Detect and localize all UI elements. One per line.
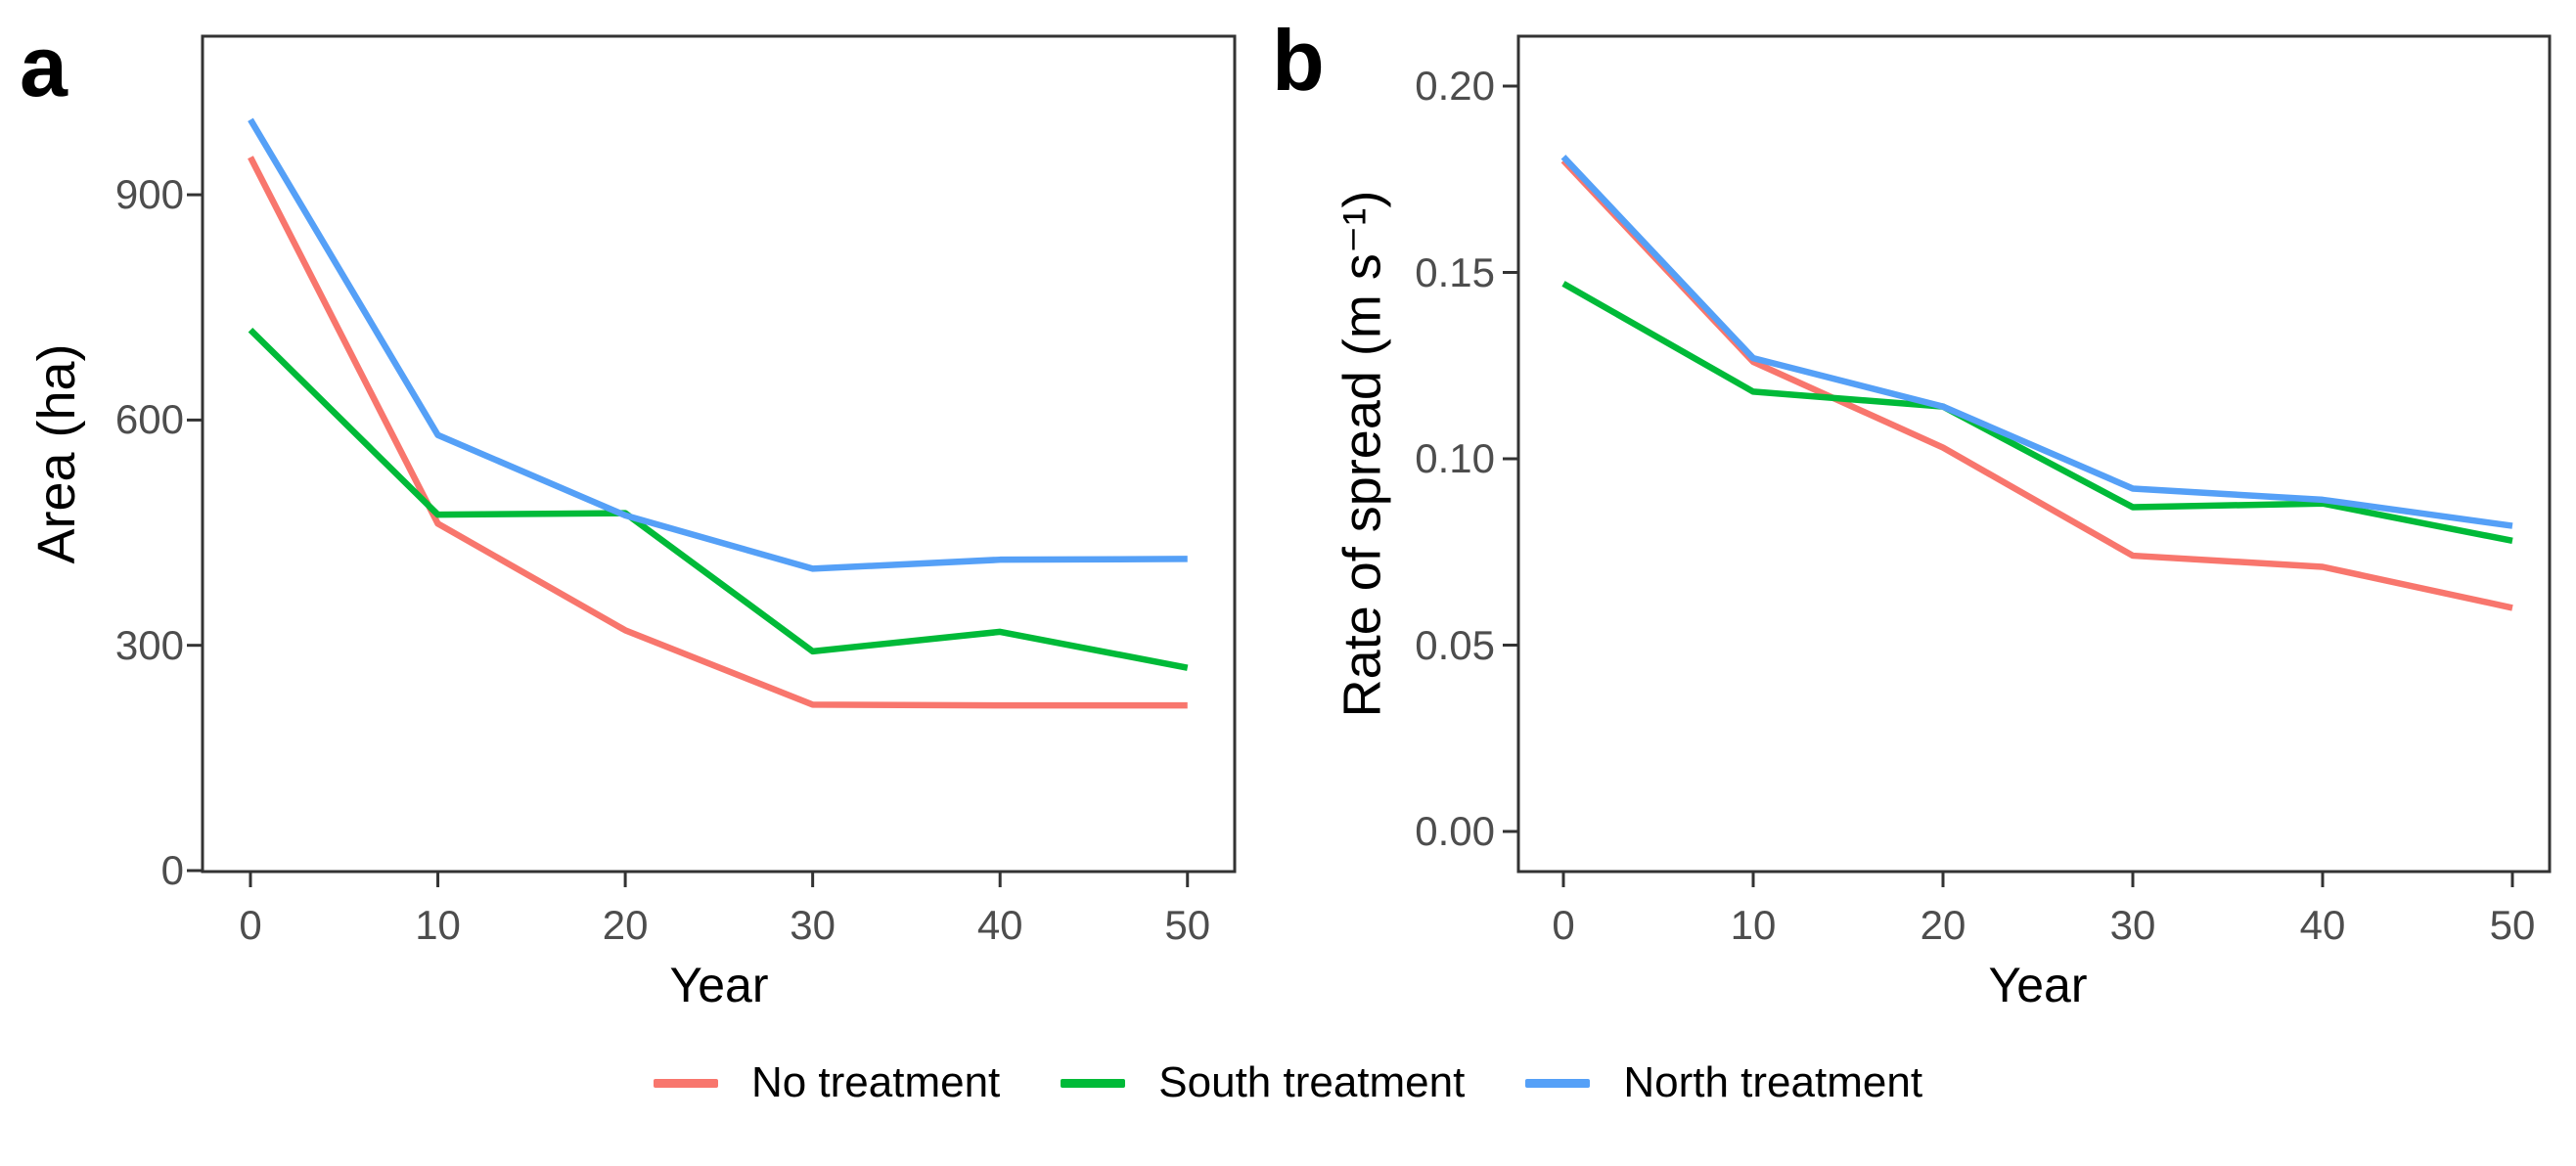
legend-key-no-treatment bbox=[653, 1078, 718, 1088]
y-tick-label-b: 0.05 bbox=[1415, 621, 1495, 668]
legend-item-no-treatment: No treatment bbox=[653, 1058, 1001, 1107]
x-tick-label-a: 20 bbox=[602, 902, 649, 948]
legend-label-north-treatment: North treatment bbox=[1623, 1058, 1923, 1106]
legend-key-north-treatment bbox=[1525, 1078, 1591, 1088]
series-line-south-treatment bbox=[248, 327, 1189, 671]
y-tick-label-a: 300 bbox=[114, 621, 184, 668]
x-tick-label-a: 0 bbox=[239, 902, 262, 948]
x-tick-label-a: 30 bbox=[790, 902, 836, 948]
x-tick-label-b: 40 bbox=[2299, 902, 2346, 948]
x-tick-label-a: 50 bbox=[1164, 902, 1211, 948]
panel-border-a bbox=[201, 34, 1237, 874]
y-tick-label-b: 0.20 bbox=[1415, 63, 1495, 109]
y-tick-label-b: 0.00 bbox=[1415, 808, 1495, 854]
series-line-north-treatment bbox=[1560, 155, 2513, 529]
x-axis-title-b: Year bbox=[1988, 958, 2088, 1012]
x-tick-label-b: 30 bbox=[2109, 902, 2156, 948]
x-tick-label-b: 0 bbox=[1552, 902, 1575, 948]
y-tick-label-a: 0 bbox=[160, 847, 184, 893]
legend-item-north-treatment: North treatment bbox=[1525, 1058, 1922, 1107]
series-line-no-treatment bbox=[248, 156, 1188, 709]
legend-key-south-treatment bbox=[1061, 1078, 1126, 1088]
y-tick-label-a: 600 bbox=[114, 396, 184, 443]
x-tick-label-b: 50 bbox=[2489, 902, 2536, 948]
y-tick-label-a: 900 bbox=[114, 171, 184, 218]
legend-label-no-treatment: No treatment bbox=[750, 1058, 1001, 1106]
legend-label-south-treatment: South treatment bbox=[1158, 1058, 1466, 1106]
panel-border-b bbox=[1516, 34, 2552, 874]
y-axis-title-a: Area (ha) bbox=[27, 343, 86, 564]
y-tick-label-b: 0.10 bbox=[1415, 435, 1495, 481]
legend-item-south-treatment: South treatment bbox=[1061, 1058, 1465, 1107]
y-axis-title-b: Rate of spread (m s⁻¹) bbox=[1333, 190, 1392, 718]
series-line-south-treatment bbox=[1561, 281, 2513, 545]
x-axis-title-a: Year bbox=[669, 958, 769, 1012]
panel-letter-b: b bbox=[1272, 12, 1325, 109]
y-tick-label-b: 0.15 bbox=[1415, 248, 1495, 295]
series-line-north-treatment bbox=[248, 117, 1188, 572]
legend: No treatment South treatment North treatme… bbox=[0, 1058, 2576, 1107]
x-tick-label-a: 40 bbox=[976, 902, 1023, 948]
series-line-no-treatment bbox=[1560, 157, 2513, 611]
x-tick-label-b: 10 bbox=[1730, 902, 1777, 948]
x-tick-label-a: 10 bbox=[415, 902, 461, 948]
x-tick-label-b: 20 bbox=[1920, 902, 1966, 948]
panel-letter-a: a bbox=[20, 18, 68, 114]
